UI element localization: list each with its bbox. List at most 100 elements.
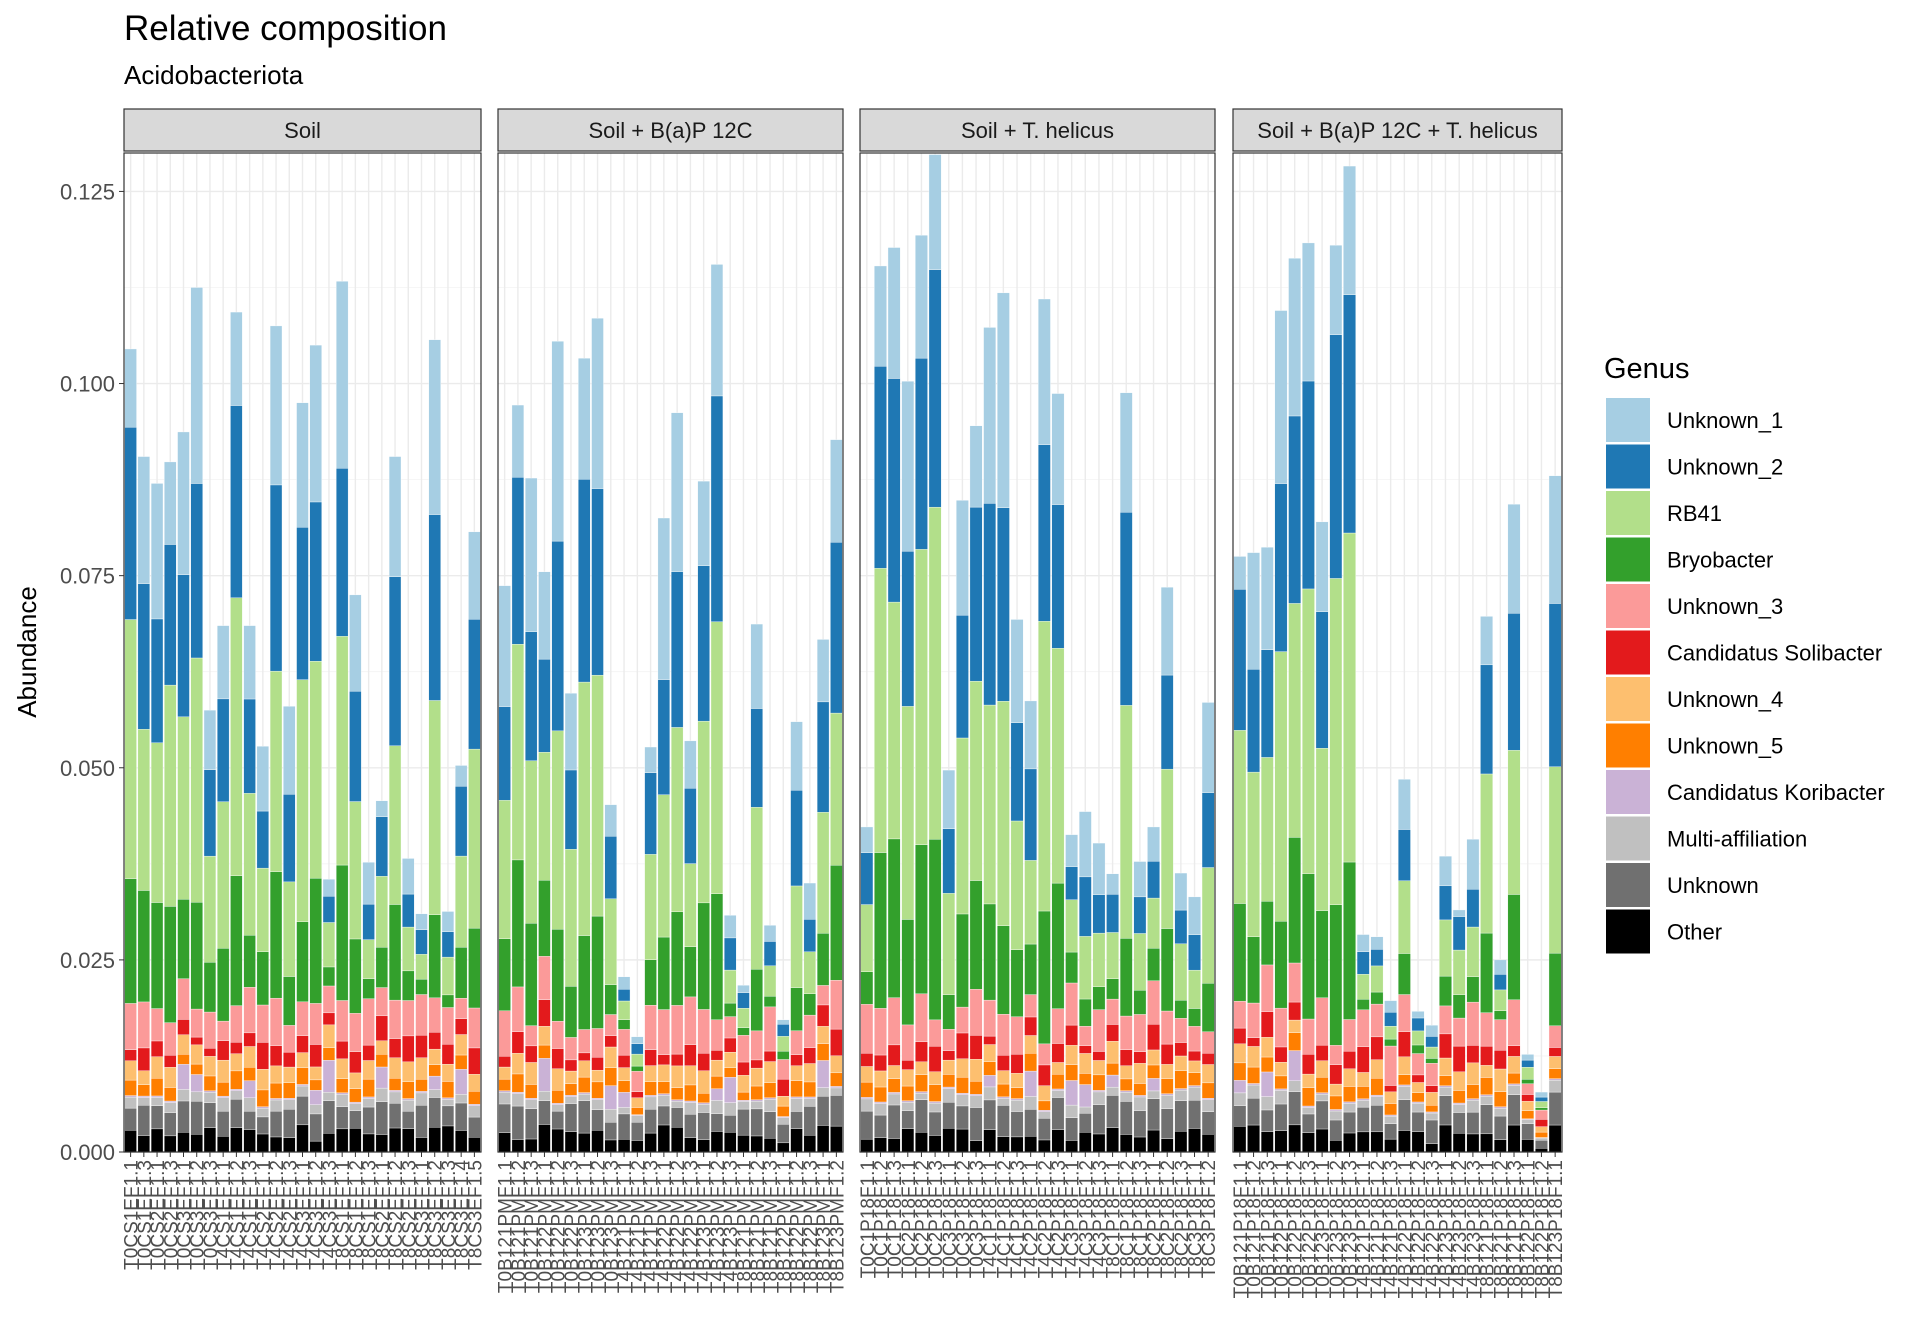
bar-segment bbox=[1548, 1124, 1562, 1153]
bar-segment bbox=[803, 1081, 816, 1098]
bar-segment bbox=[1302, 588, 1315, 874]
bar-segment bbox=[1507, 1094, 1521, 1126]
bar-segment bbox=[243, 698, 256, 794]
bar-segment bbox=[243, 625, 256, 700]
bar-segment bbox=[724, 1077, 737, 1103]
stacked-bar bbox=[1274, 310, 1288, 1153]
bar-segment bbox=[283, 976, 296, 1026]
bar-segment bbox=[1439, 975, 1452, 1007]
bar-segment bbox=[428, 997, 441, 1033]
bar-segment bbox=[203, 962, 217, 1013]
bar-segment bbox=[942, 769, 956, 829]
bar-segment bbox=[1024, 994, 1037, 1018]
stacked-bar bbox=[1260, 547, 1274, 1153]
bar-segment bbox=[1452, 909, 1466, 917]
bar-segment bbox=[190, 1063, 203, 1075]
stacked-bar bbox=[1343, 165, 1356, 1153]
bar-segment bbox=[915, 1099, 928, 1133]
bar-segment bbox=[578, 479, 591, 683]
stacked-bar bbox=[750, 623, 763, 1153]
bar-segment bbox=[177, 431, 190, 575]
bar-segment bbox=[1343, 861, 1356, 1020]
stacked-bar bbox=[1370, 936, 1384, 1153]
bar-segment bbox=[1521, 1054, 1535, 1061]
bar-segment bbox=[230, 311, 243, 406]
x-tick-label: T8C2P18F1.2 bbox=[1158, 1160, 1179, 1278]
bar-segment bbox=[1384, 1091, 1397, 1104]
bar-segment bbox=[243, 1080, 256, 1099]
bar-segment bbox=[551, 1048, 564, 1069]
bar-segment bbox=[1356, 999, 1370, 1011]
bar-segment bbox=[1466, 889, 1480, 928]
bar-segment bbox=[684, 1100, 697, 1103]
bar-segment bbox=[1452, 1071, 1466, 1091]
x-tick-label: T0B123P18F1.3 bbox=[1341, 1160, 1362, 1298]
facet-strip bbox=[1232, 108, 1563, 152]
bar-segment bbox=[375, 1134, 388, 1153]
bar-segment bbox=[256, 1004, 269, 1043]
bar-segment bbox=[1302, 1018, 1315, 1055]
bar-segment bbox=[1480, 1133, 1493, 1153]
bar-segment bbox=[1274, 921, 1288, 1009]
bar-segment bbox=[915, 1061, 928, 1075]
x-tick-label: T0B121PMF1.2 bbox=[509, 1160, 530, 1293]
bar-segment bbox=[415, 1092, 428, 1106]
bar-segment bbox=[203, 1092, 217, 1103]
bar-segment bbox=[763, 1006, 777, 1052]
bar-segment bbox=[349, 801, 362, 940]
bar-segment bbox=[402, 1000, 415, 1037]
bar-segment bbox=[684, 863, 697, 947]
bar-segment bbox=[1201, 1053, 1215, 1065]
bar-segment bbox=[564, 1037, 578, 1061]
bar-segment bbox=[269, 1136, 283, 1153]
stacked-bar bbox=[124, 348, 137, 1153]
bar-segment bbox=[1274, 1088, 1288, 1091]
bar-segment bbox=[670, 1099, 684, 1102]
bar-segment bbox=[402, 858, 415, 895]
bar-segment bbox=[441, 911, 455, 932]
bar-segment bbox=[415, 913, 428, 931]
bar-segment bbox=[1356, 1072, 1370, 1087]
stacked-bar bbox=[217, 625, 230, 1153]
stacked-bar bbox=[230, 311, 243, 1153]
bar-segment bbox=[803, 1014, 816, 1048]
bar-segment bbox=[203, 1011, 217, 1049]
bar-segment bbox=[1411, 1030, 1425, 1046]
facet-panels: SoilT0CS1EF1.1T0CS1EF1.3T0CS2EF1.1T0CS2E… bbox=[122, 108, 1567, 1298]
bar-segment bbox=[498, 1092, 511, 1105]
bar-segment bbox=[942, 994, 956, 1030]
bar-segment bbox=[737, 1007, 750, 1028]
bar-segment bbox=[1493, 1106, 1507, 1109]
bar-segment bbox=[1548, 766, 1562, 954]
bar-segment bbox=[1051, 1097, 1065, 1130]
bar-segment bbox=[511, 477, 525, 645]
bar-segment bbox=[177, 1019, 190, 1035]
bar-segment bbox=[874, 1103, 887, 1116]
bar-segment bbox=[1106, 1074, 1119, 1088]
bar-segment bbox=[1078, 876, 1092, 937]
bar-segment bbox=[928, 839, 942, 1021]
bar-segment bbox=[657, 1081, 671, 1094]
bar-segment bbox=[1452, 1045, 1466, 1073]
bar-segment bbox=[296, 527, 309, 680]
bar-segment bbox=[1288, 258, 1302, 417]
bar-segment bbox=[1147, 861, 1160, 899]
bar-segment bbox=[1439, 1057, 1452, 1076]
bar-segment bbox=[1078, 936, 1092, 1000]
bar-segment bbox=[124, 348, 137, 428]
bar-segment bbox=[1315, 1044, 1329, 1061]
legend-swatch bbox=[1606, 537, 1650, 582]
bar-segment bbox=[388, 999, 402, 1039]
bar-segment bbox=[1247, 1097, 1260, 1126]
bar-segment bbox=[1260, 649, 1274, 758]
bar-segment bbox=[230, 1070, 243, 1090]
bar-segment bbox=[1480, 1045, 1493, 1066]
bar-segment bbox=[1343, 1086, 1356, 1103]
x-tick-label: T8B122PMF1.3 bbox=[801, 1160, 822, 1293]
stacked-bar bbox=[1160, 587, 1174, 1153]
bar-segment bbox=[631, 1065, 644, 1072]
bar-segment bbox=[901, 1128, 915, 1153]
bar-segment bbox=[928, 1101, 942, 1104]
bar-segment bbox=[956, 1094, 969, 1107]
bar-segment bbox=[1411, 1082, 1425, 1093]
